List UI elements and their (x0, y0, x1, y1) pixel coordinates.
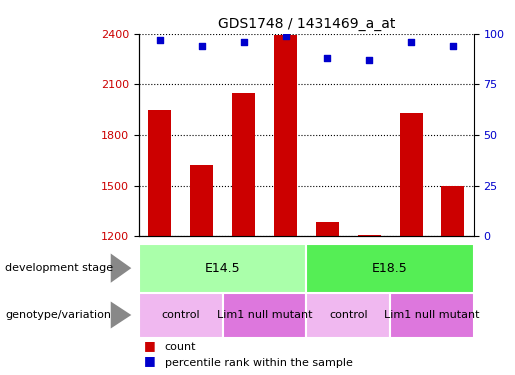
Bar (139, 292, 222, 338)
Bar (191, 165, 213, 375)
Bar (358, 235, 381, 375)
Text: ■: ■ (144, 354, 156, 368)
Bar (274, 36, 297, 375)
Point (365, 57, 373, 63)
Text: E14.5: E14.5 (205, 262, 241, 274)
Point (323, 55, 332, 61)
Bar (441, 186, 465, 375)
Text: ■: ■ (144, 339, 156, 352)
Text: count: count (165, 342, 196, 352)
Text: genotype/variation: genotype/variation (5, 310, 111, 320)
Polygon shape (111, 302, 131, 328)
Bar (400, 113, 422, 375)
Text: percentile rank within the sample: percentile rank within the sample (165, 357, 353, 368)
Bar (316, 222, 339, 375)
Title: GDS1748 / 1431469_a_at: GDS1748 / 1431469_a_at (218, 17, 395, 32)
Bar (139, 244, 306, 292)
Bar (306, 244, 474, 292)
Point (156, 37, 164, 43)
Point (239, 39, 248, 45)
Point (407, 39, 415, 45)
Text: Lim1 null mutant: Lim1 null mutant (217, 310, 312, 320)
Bar (222, 292, 306, 338)
Text: development stage: development stage (5, 263, 113, 273)
Bar (232, 93, 255, 375)
Point (281, 33, 289, 39)
Bar (390, 292, 474, 338)
Text: E18.5: E18.5 (372, 262, 408, 274)
Text: control: control (162, 310, 200, 320)
Bar (148, 110, 171, 375)
Text: Lim1 null mutant: Lim1 null mutant (384, 310, 479, 320)
Polygon shape (111, 254, 131, 283)
Bar (306, 292, 390, 338)
Point (198, 43, 206, 49)
Text: control: control (329, 310, 368, 320)
Point (449, 43, 457, 49)
